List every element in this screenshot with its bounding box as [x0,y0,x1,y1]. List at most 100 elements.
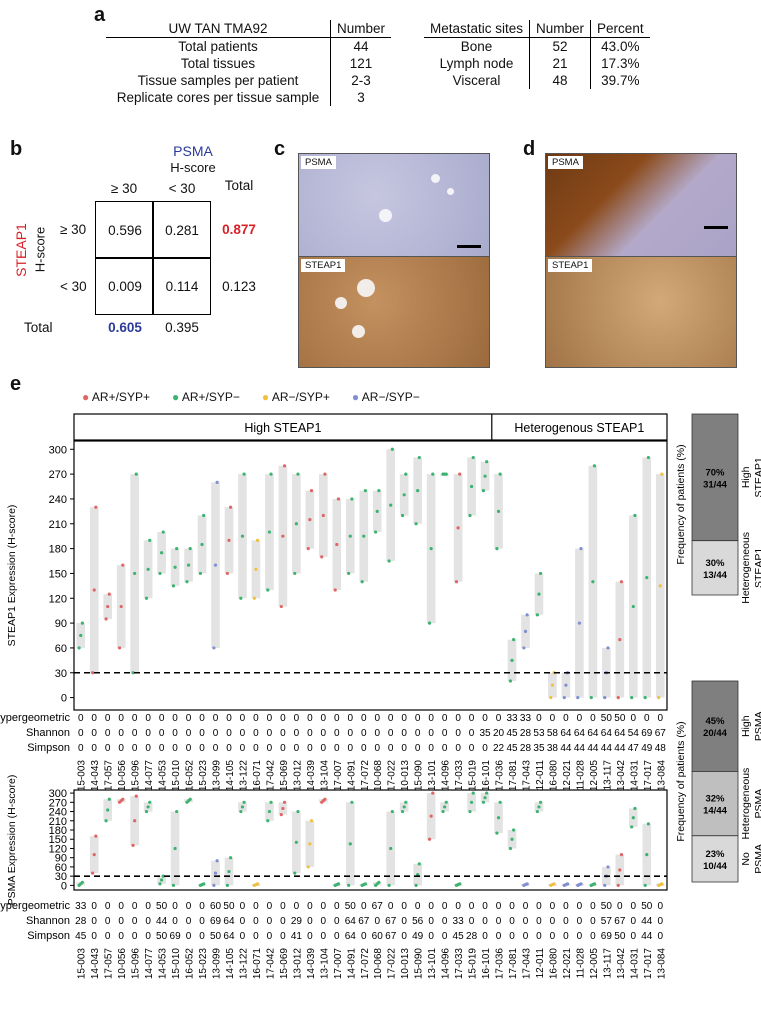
legend-label: AR−/SYP+ [271,390,330,404]
data-point [658,584,662,588]
data-point [404,472,408,476]
data-point [374,530,378,534]
data-point [227,869,231,874]
stat-value: 0 [482,916,488,927]
data-point [306,865,310,869]
data-point [252,596,256,600]
data-point [323,472,327,476]
stat-value: 33 [453,916,465,927]
stat-value: 45 [506,743,518,754]
stat-value: 0 [563,916,569,927]
data-point [362,534,366,538]
table-cell: 121 [349,56,373,71]
stat-value: 0 [321,713,327,724]
data-point [121,563,125,567]
stat-value: 64 [587,728,599,739]
data-point [350,497,354,501]
stat-value: 44 [641,931,653,942]
col-total: 0.605 [108,320,142,335]
frequency-segment [691,680,739,772]
stat-value: 0 [253,713,259,724]
stat-value: 0 [199,713,205,724]
stat-value: 0 [91,916,97,927]
stat-value: 0 [388,901,394,912]
data-point [107,797,111,801]
table-cell: 44 [353,39,369,54]
group-label: Heterogenous STEAP1 [514,421,644,435]
category-label: 15-010 [171,948,182,980]
row-total: 0.123 [222,279,256,294]
chart-legend: ● AR+/SYP+ ● AR+/SYP− ● AR−/SYP+ ● AR−/S… [82,390,420,404]
data-point [215,859,219,863]
stat-value: 0 [469,713,475,724]
data-point [390,809,394,814]
category-label: 17-072 [360,760,371,792]
category-label: 14-096 [441,760,452,792]
stat-value: 0 [132,743,138,754]
data-point [603,883,607,887]
stat-value: 69 [170,931,182,942]
data-point [525,882,529,886]
stat-row-label: Hypergeometric [0,900,70,912]
col-total: 0.395 [165,320,199,335]
stat-value: 69 [210,916,222,927]
data-point [389,846,393,851]
category-label: 10-068 [373,760,384,792]
legend-item: ● AR−/SYP− [351,390,420,404]
category-label: 17-042 [265,948,276,980]
data-point [160,551,164,555]
data-point [618,638,622,642]
data-point [293,871,297,875]
stat-value: 28 [466,931,478,942]
panel-label-a: a [94,4,106,26]
data-point [254,567,258,571]
stat-value: 0 [657,916,663,927]
stat-value: 0 [428,931,434,942]
data-point [444,472,448,476]
data-point [239,596,243,600]
table-cell: 39.7% [601,73,640,88]
stat-value: 0 [401,713,407,724]
category-label: 14-091 [346,760,357,792]
stat-value: 0 [442,931,448,942]
data-point [336,882,341,886]
data-point [242,472,246,476]
category-label: 13-099 [212,948,223,980]
stat-value: 0 [361,743,367,754]
category-label: 14-043 [90,760,101,792]
data-point [416,489,420,493]
data-point [429,814,433,818]
y-tick-label: 240 [49,807,67,819]
stat-value: 0 [482,713,488,724]
stat-value: 0 [91,743,97,754]
category-label: 15-090 [414,760,425,792]
data-point [131,671,135,675]
category-label: 14-043 [90,948,101,980]
stat-value: 0 [253,728,259,739]
category-label: 17-033 [454,760,465,792]
stat-value: 0 [294,743,300,754]
stat-value: 44 [560,743,572,754]
stat-value: 0 [401,931,407,942]
total-row-head: Total [24,320,53,335]
category-label: 10-013 [400,948,411,980]
stat-value: 0 [226,743,232,754]
stat-value: 64 [614,728,626,739]
stat-value: 53 [533,728,545,739]
data-point [131,843,135,847]
stat-value: 0 [267,728,273,739]
stat-value: 0 [415,728,421,739]
stat-value: 0 [496,916,502,927]
stat-value: 47 [628,743,640,754]
data-point [144,809,149,814]
data-point [269,800,273,804]
contingency-cell: 0.114 [165,279,199,294]
data-point [94,505,98,509]
stat-value: 0 [455,743,461,754]
category-label: 16-052 [185,948,196,980]
data-point [552,882,556,886]
category-label: 13-117 [602,760,613,791]
category-label: 13-084 [656,760,667,792]
frequency-count: 31/44 [703,479,727,490]
data-point [402,805,406,809]
